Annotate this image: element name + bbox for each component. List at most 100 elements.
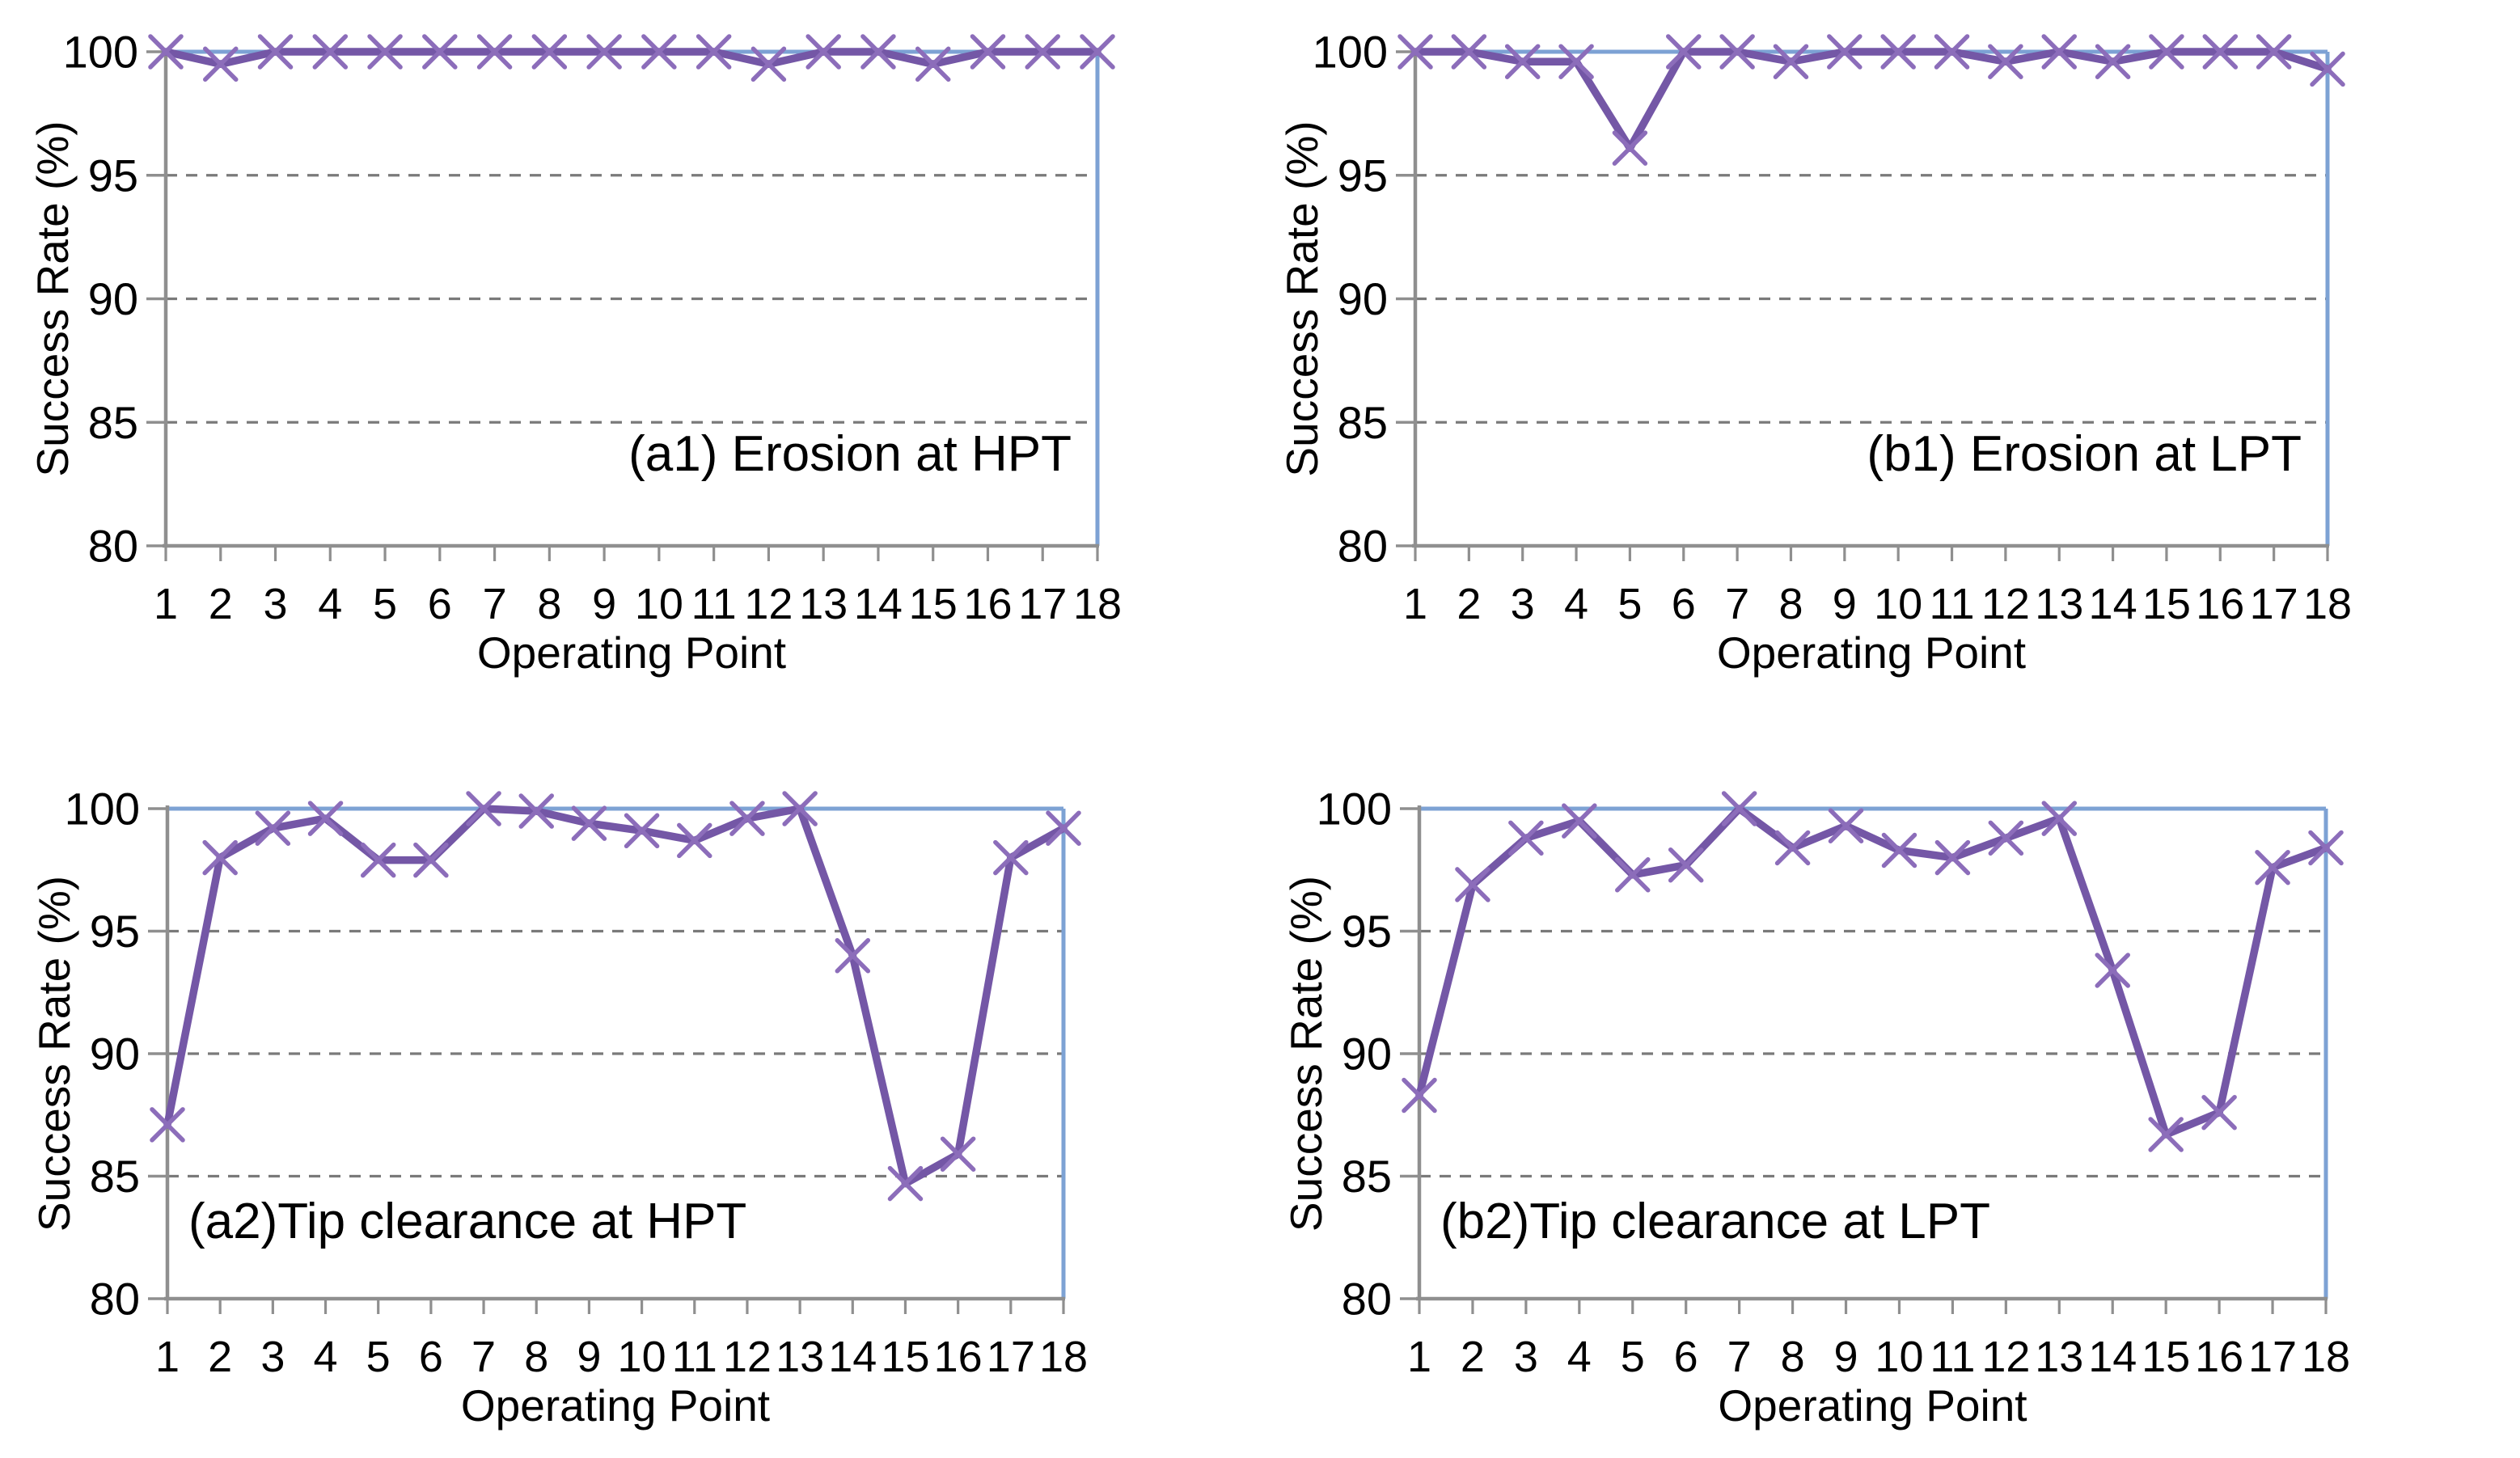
x-tick-label-4: 4 (318, 580, 342, 628)
y-tick-label-100: 100 (1317, 784, 1392, 835)
y-axis-title: Success Rate (%) (27, 120, 78, 476)
marker-point-15 (2148, 1117, 2184, 1152)
marker-point-12 (1988, 44, 2023, 79)
marker-stroke (2041, 34, 2077, 70)
y-tick-label-100: 100 (1313, 27, 1388, 78)
y-axis-title: Success Rate (%) (29, 876, 79, 1232)
marker-stroke (422, 34, 458, 70)
x-tick-label-7: 7 (1725, 580, 1749, 628)
marker-stroke (312, 34, 349, 70)
marker-point-10 (641, 34, 677, 70)
x-tick-label-12: 12 (744, 580, 793, 628)
marker-point-16 (940, 1136, 976, 1172)
y-tick-label-95: 95 (90, 906, 140, 957)
marker-point-14 (2095, 44, 2131, 79)
marker-point-16 (2201, 1094, 2237, 1130)
marker-point-5 (1615, 857, 1651, 893)
y-tick-label-85: 85 (88, 397, 138, 448)
marker-stroke (1934, 839, 1971, 876)
marker-point-6 (413, 842, 449, 878)
series-line (163, 805, 1068, 1188)
y-tick-label-100: 100 (65, 784, 140, 835)
panel-caption: (a2)Tip clearance at HPT (188, 1194, 746, 1249)
x-tick-label-10: 10 (1875, 1333, 1923, 1381)
marker-stroke (2202, 34, 2239, 70)
marker-point-7 (476, 34, 513, 70)
x-tick-label-18: 18 (1073, 580, 1122, 628)
marker-stroke (2095, 953, 2130, 988)
x-tick-label-8: 8 (524, 1333, 548, 1381)
marker-stroke (2256, 34, 2292, 70)
marker-stroke (1827, 34, 1863, 70)
x-tick-label-10: 10 (635, 580, 683, 628)
marker-stroke (624, 813, 660, 849)
x-tick-label-2: 2 (208, 1333, 232, 1381)
marker-point-4 (1558, 44, 1594, 79)
panel-caption: (a1) Erosion at HPT (628, 426, 1072, 482)
x-tick-label-8: 8 (537, 580, 561, 628)
y-axis-title: Success Rate (%) (1281, 876, 1331, 1232)
marker-stroke (1719, 34, 1755, 70)
marker-stroke (751, 46, 787, 82)
x-tick-label-11: 11 (1929, 580, 1974, 628)
x-axis-title: Operating Point (477, 628, 786, 678)
x-tick-label-1: 1 (154, 580, 178, 628)
marker-stroke (1881, 832, 1917, 868)
marker-point-2 (202, 839, 238, 876)
x-tick-label-16: 16 (2195, 1333, 2243, 1381)
marker-stroke (1988, 820, 2024, 856)
marker-stroke (1666, 34, 1702, 70)
marker-point-5 (360, 842, 396, 878)
marker-point-9 (1828, 808, 1864, 843)
x-tick-label-15: 15 (881, 1333, 929, 1381)
marker-point-12 (1988, 820, 2024, 856)
x-tick-label-17: 17 (2248, 1333, 2297, 1381)
marker-stroke (367, 34, 403, 70)
x-tick-label-11: 11 (672, 1333, 717, 1381)
marker-stroke (729, 801, 765, 836)
marker-stroke (782, 791, 818, 826)
marker-point-2 (203, 46, 239, 82)
x-tick-label-2: 2 (209, 580, 233, 628)
marker-point-8 (1774, 830, 1811, 866)
marker-stroke (1508, 820, 1544, 856)
x-tick-label-17: 17 (2250, 580, 2298, 628)
marker-point-15 (887, 1165, 924, 1202)
marker-point-1 (1402, 1077, 1437, 1114)
y-tick-label-80: 80 (90, 1274, 140, 1325)
x-tick-label-16: 16 (2196, 580, 2244, 628)
marker-point-5 (367, 34, 403, 70)
x-tick-label-18: 18 (2302, 1333, 2350, 1381)
x-tick-label-10: 10 (1874, 580, 1922, 628)
x-axis-title: Operating Point (1717, 628, 2026, 678)
marker-stroke (1562, 803, 1597, 839)
marker-stroke (641, 34, 677, 70)
x-tick-label-15: 15 (2142, 580, 2191, 628)
y-tick-label-90: 90 (90, 1029, 140, 1080)
y-tick-label-90: 90 (1338, 273, 1388, 324)
x-tick-label-6: 6 (1674, 1333, 1698, 1381)
marker-point-11 (1934, 839, 1971, 876)
marker-point-10 (1881, 832, 1917, 868)
marker-stroke (571, 805, 607, 841)
marker-stroke (1402, 1077, 1437, 1114)
x-tick-label-14: 14 (2089, 580, 2137, 628)
marker-stroke (1773, 44, 1809, 79)
x-tick-label-4: 4 (1567, 1333, 1592, 1381)
marker-stroke (1934, 34, 1970, 70)
marker-stroke (1455, 867, 1490, 902)
marker-stroke (2148, 1117, 2184, 1152)
marker-point-8 (1773, 44, 1809, 79)
x-tick-label-9: 9 (592, 580, 616, 628)
marker-point-1 (150, 1107, 185, 1143)
marker-stroke (915, 46, 951, 82)
marker-stroke (1668, 847, 1704, 883)
marker-point-11 (696, 34, 732, 70)
marker-stroke (413, 842, 449, 878)
y-tick-label-90: 90 (1342, 1029, 1392, 1080)
x-tick-label-14: 14 (854, 580, 903, 628)
